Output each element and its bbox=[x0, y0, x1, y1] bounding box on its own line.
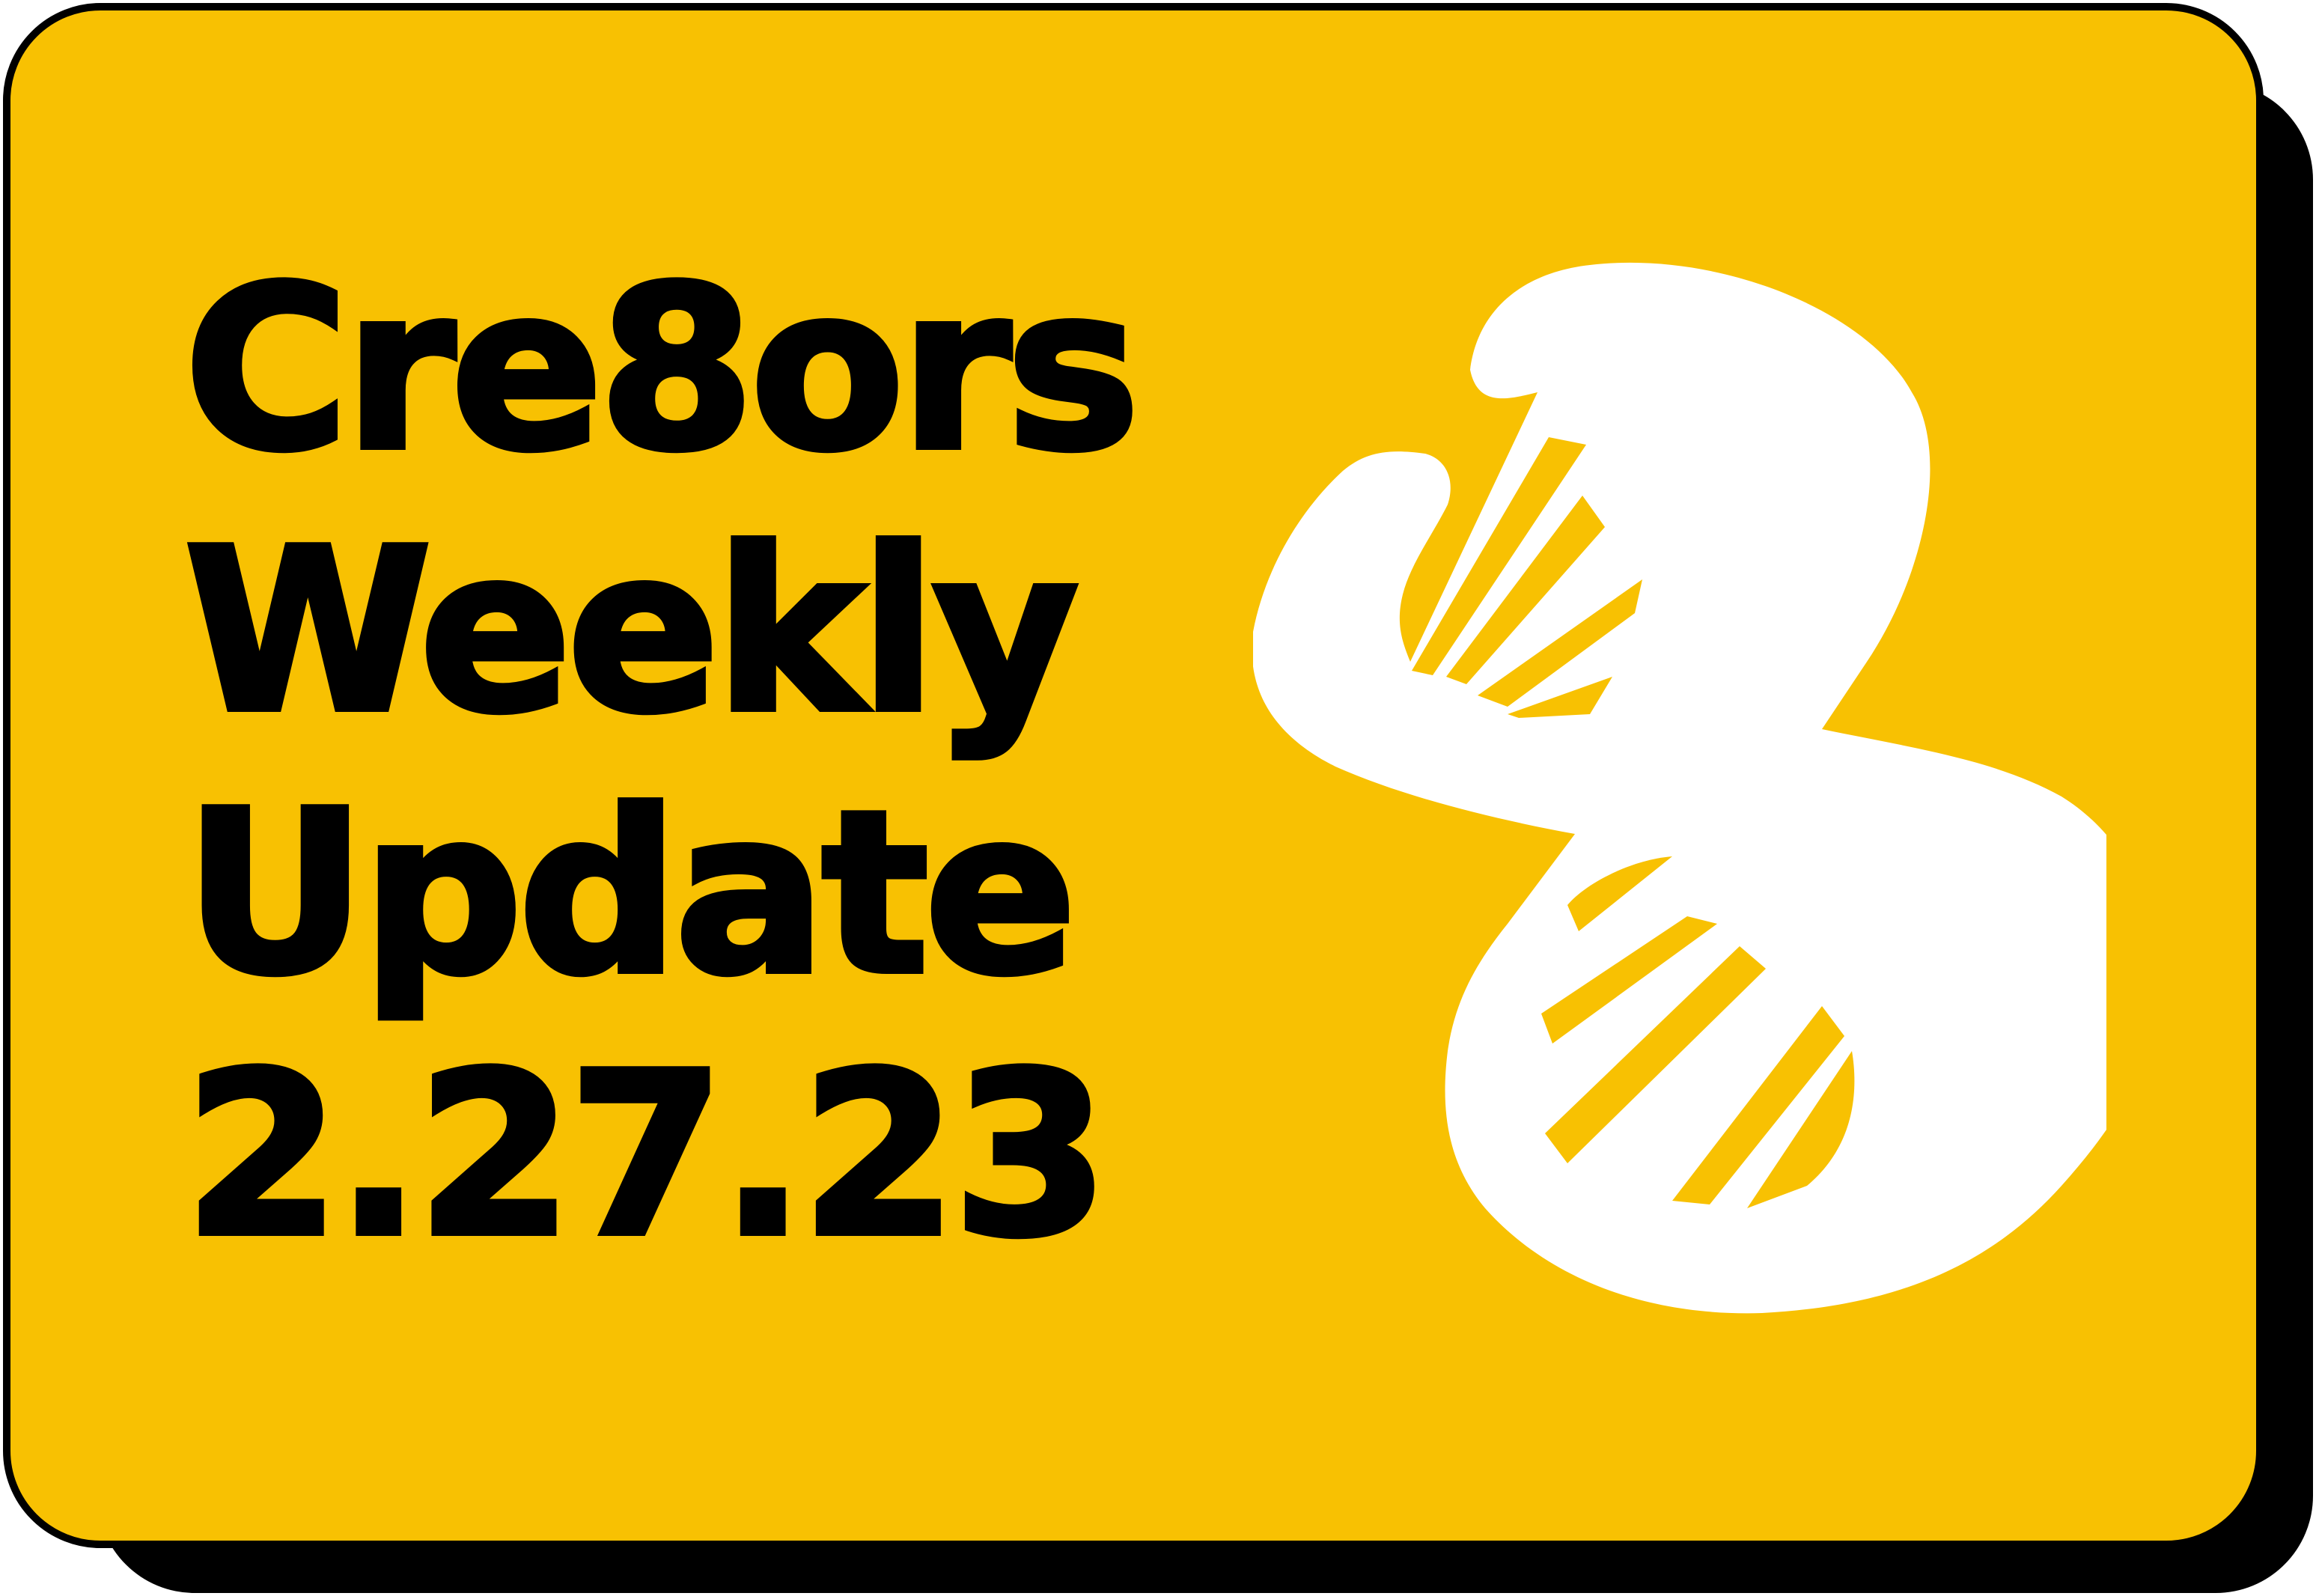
dna-rung-5 bbox=[1567, 856, 1672, 931]
dna-helix-body bbox=[1253, 263, 2106, 1314]
title-line-date: 2.27.23 bbox=[181, 1022, 1112, 1289]
dna-rung-8 bbox=[1672, 1006, 1844, 1204]
dna-rung-1 bbox=[1412, 437, 1586, 675]
dna-rung-2 bbox=[1446, 496, 1605, 684]
dna-rung-7 bbox=[1545, 946, 1766, 1163]
dna-rung-4 bbox=[1508, 677, 1612, 718]
dna-rung-6 bbox=[1541, 916, 1717, 1044]
title-line-brand: Cre8ors bbox=[181, 236, 1143, 503]
title-block: Cre8ors Weekly Update 2.27.23 bbox=[181, 236, 1270, 1289]
update-card: Cre8ors Weekly Update 2.27.23 bbox=[3, 3, 2264, 1548]
dna-rung-3 bbox=[1478, 579, 1642, 707]
dna-helix-icon bbox=[1253, 263, 2106, 1314]
title-line-weekly: Weekly bbox=[181, 498, 1082, 765]
dna-rung-9 bbox=[1747, 1051, 1855, 1208]
title-line-update: Update bbox=[181, 760, 1079, 1027]
